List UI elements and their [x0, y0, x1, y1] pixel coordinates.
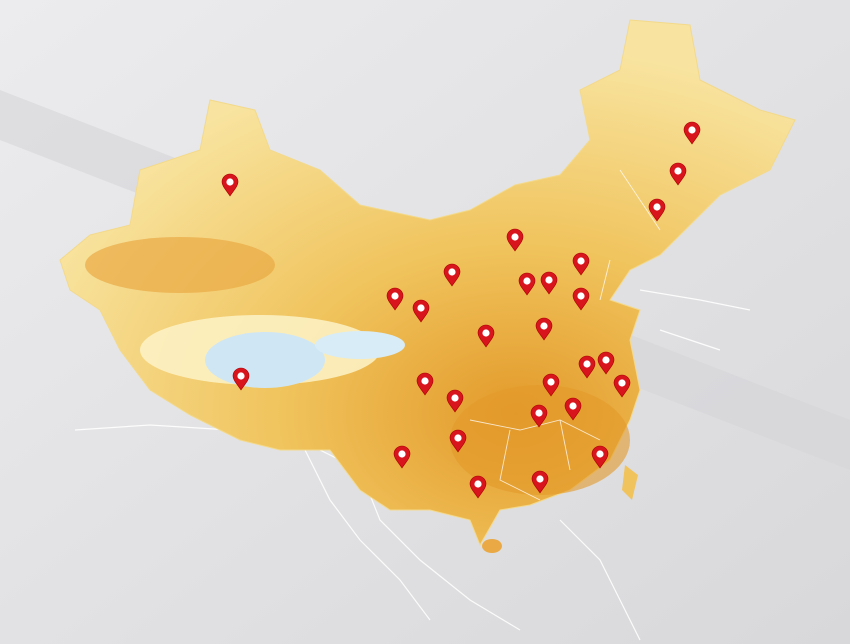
map-pin-icon[interactable] — [531, 470, 549, 494]
map-pin-icon[interactable] — [469, 475, 487, 499]
map-pin-icon[interactable] — [477, 324, 495, 348]
basin — [85, 237, 275, 293]
map-pin-icon[interactable] — [535, 317, 553, 341]
plateau-glacier — [315, 331, 405, 359]
map-pin-icon[interactable] — [449, 429, 467, 453]
map-pin-icon[interactable] — [683, 121, 701, 145]
southern-lowland — [450, 385, 630, 495]
map-pin-icon[interactable] — [564, 397, 582, 421]
map-pin-icon[interactable] — [443, 263, 461, 287]
map-pin-icon[interactable] — [416, 372, 434, 396]
province-borders — [469, 169, 661, 501]
map-pin-icon[interactable] — [446, 389, 464, 413]
map-pin-icon[interactable] — [597, 351, 615, 375]
map-pin-icon[interactable] — [572, 252, 590, 276]
taiwan — [622, 465, 638, 500]
map-pin-icon[interactable] — [232, 367, 250, 391]
map-pin-icon[interactable] — [530, 404, 548, 428]
map-pin-icon[interactable] — [540, 271, 558, 295]
marker-layer — [221, 121, 701, 499]
map-pin-icon[interactable] — [506, 228, 524, 252]
map-pin-icon[interactable] — [669, 162, 687, 186]
map-pin-icon[interactable] — [572, 287, 590, 311]
map-pin-icon[interactable] — [648, 198, 666, 222]
map-pin-icon[interactable] — [613, 374, 631, 398]
map-pin-icon[interactable] — [578, 355, 596, 379]
plateau-glacier — [205, 332, 325, 388]
map-pin-icon[interactable] — [386, 287, 404, 311]
hainan — [482, 539, 502, 553]
map-pin-icon[interactable] — [221, 173, 239, 197]
map-pin-icon[interactable] — [591, 445, 609, 469]
map-pin-icon[interactable] — [518, 272, 536, 296]
map-pin-icon[interactable] — [412, 299, 430, 323]
map-pin-icon[interactable] — [542, 373, 560, 397]
map-pin-icon[interactable] — [393, 445, 411, 469]
